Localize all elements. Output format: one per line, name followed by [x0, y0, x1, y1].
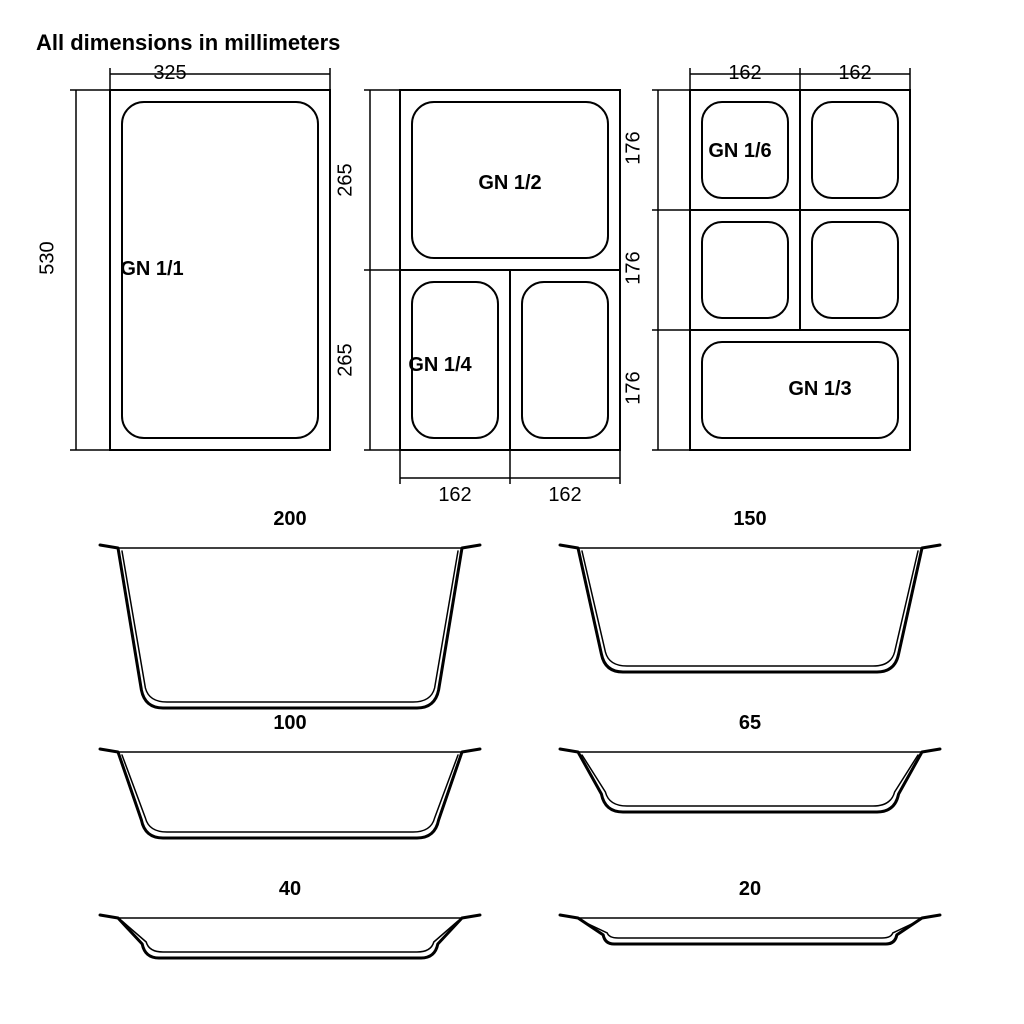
pan-side-view — [550, 540, 950, 684]
pan-depth-label: 100 — [230, 712, 350, 735]
dim-176-1: 176 — [623, 118, 646, 178]
label-gn-1-3: GN 1/3 — [760, 378, 880, 401]
dim-162-bl: 162 — [415, 484, 495, 507]
pan-side-view — [90, 540, 490, 720]
pan-depth-label: 65 — [690, 712, 810, 735]
label-gn-1-2: GN 1/2 — [450, 172, 570, 195]
pan-depth-label: 20 — [690, 878, 810, 901]
pan-depth-label: 200 — [230, 508, 350, 531]
pan-side-view — [90, 744, 490, 850]
layout-gn-1-6-1-3 — [640, 60, 950, 480]
pan-depth-label: 150 — [690, 508, 810, 531]
label-gn-1-6: GN 1/6 — [690, 140, 790, 163]
label-gn-1-1: GN 1/1 — [92, 258, 212, 281]
dim-176-2: 176 — [623, 238, 646, 298]
dim-265-top: 265 — [335, 150, 358, 210]
dim-176-3: 176 — [623, 358, 646, 418]
layout-gn-1-2-1-4 — [352, 60, 652, 510]
dim-530: 530 — [37, 228, 60, 288]
dim-162-tl: 162 — [705, 62, 785, 85]
dim-265-bottom: 265 — [335, 330, 358, 390]
label-gn-1-4: GN 1/4 — [390, 354, 490, 377]
dim-162-tr: 162 — [815, 62, 895, 85]
dim-325: 325 — [120, 62, 220, 85]
pan-side-view — [90, 910, 490, 970]
pan-side-view — [550, 744, 950, 824]
pan-depth-label: 40 — [230, 878, 350, 901]
dim-162-br: 162 — [525, 484, 605, 507]
pan-side-view — [550, 910, 950, 956]
page-title: All dimensions in millimeters — [36, 30, 340, 56]
